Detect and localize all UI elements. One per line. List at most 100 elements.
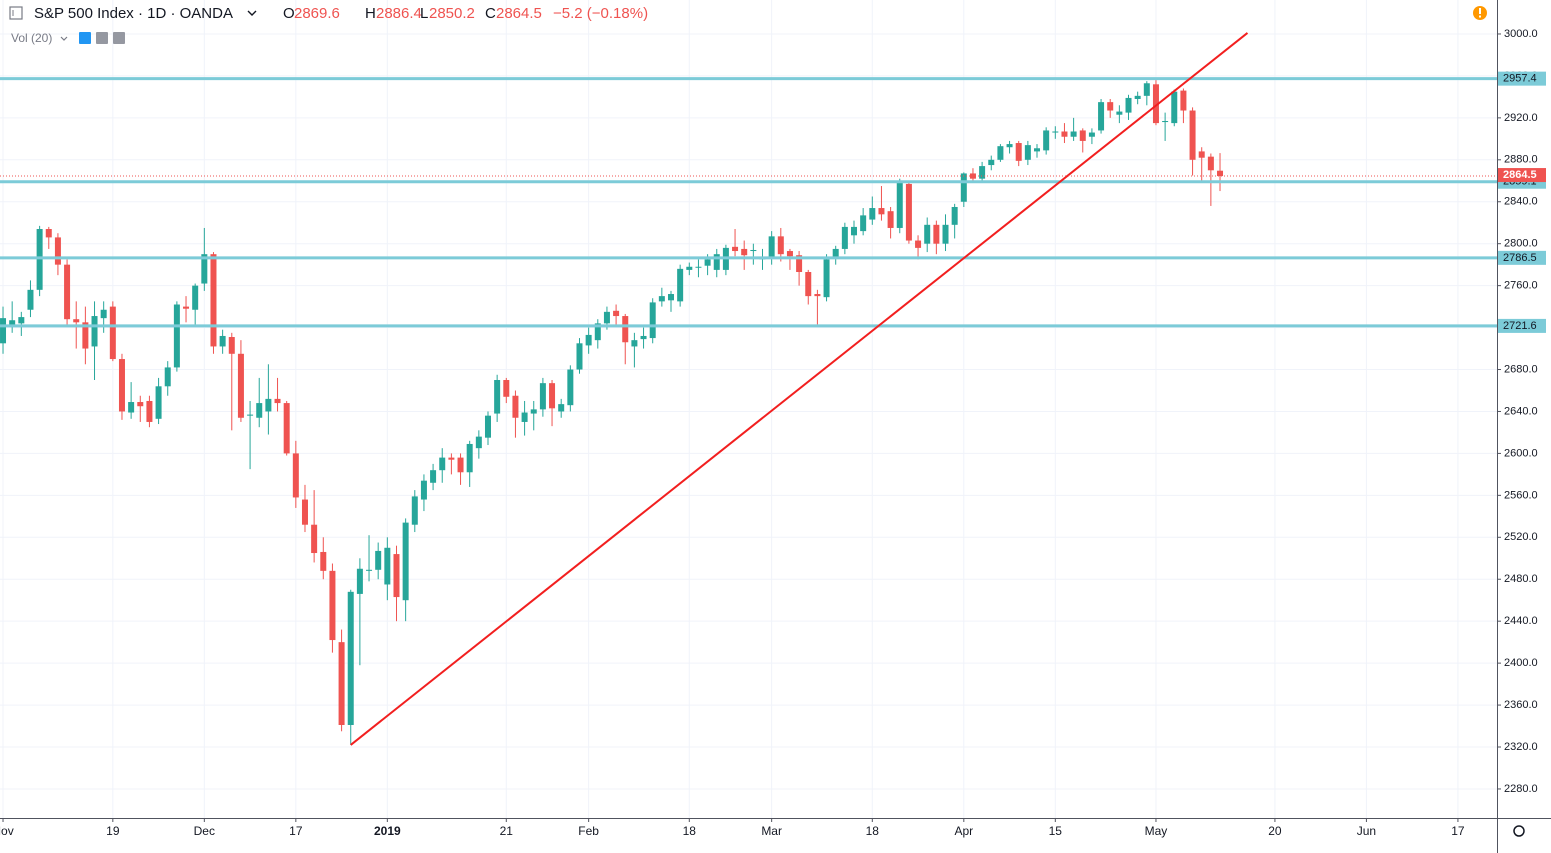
x-tick-label: 19 bbox=[106, 824, 120, 838]
candle-body bbox=[951, 206, 958, 225]
candle-body bbox=[1098, 102, 1105, 131]
candle-body bbox=[1152, 84, 1159, 124]
level-label: 2721.6 bbox=[1503, 320, 1537, 332]
candle-body bbox=[658, 296, 665, 302]
x-tick-label: 17 bbox=[289, 824, 303, 838]
y-tick-label: 2400.0 bbox=[1504, 657, 1538, 669]
y-tick-label: 3000.0 bbox=[1504, 28, 1538, 40]
candle-body bbox=[0, 318, 7, 344]
candle-body bbox=[292, 453, 299, 498]
x-tick-label: 18 bbox=[866, 824, 880, 838]
candle-body bbox=[521, 412, 528, 422]
candle-body bbox=[640, 335, 647, 340]
price-axis-bg bbox=[1497, 0, 1551, 853]
x-tick-label: 2019 bbox=[374, 824, 401, 838]
indicator-chevron[interactable] bbox=[60, 36, 68, 41]
x-tick-label: Dec bbox=[194, 824, 215, 838]
indicator-label[interactable]: Vol (20) bbox=[11, 31, 52, 45]
candle-body bbox=[741, 248, 748, 256]
candle-body bbox=[45, 229, 52, 238]
candle-body bbox=[1171, 91, 1178, 124]
collapse-icon[interactable] bbox=[9, 6, 23, 20]
candle-body bbox=[539, 383, 546, 410]
candle-body bbox=[704, 259, 711, 266]
candle-body bbox=[915, 240, 922, 248]
candle-body bbox=[887, 211, 894, 228]
candle-body bbox=[64, 264, 71, 320]
candle-body bbox=[100, 309, 107, 319]
candle-body bbox=[594, 323, 601, 341]
candle-body bbox=[649, 302, 656, 339]
candle-body bbox=[384, 547, 391, 585]
candle-body bbox=[265, 398, 272, 412]
y-tick-label: 2800.0 bbox=[1504, 238, 1538, 250]
candle-body bbox=[1043, 130, 1050, 151]
candle-body bbox=[869, 208, 876, 220]
candle-body bbox=[448, 457, 455, 460]
candle-body bbox=[338, 642, 345, 725]
ohlc-value: 2869.6 bbox=[294, 5, 340, 22]
candle-body bbox=[274, 398, 281, 404]
y-tick-label: 2680.0 bbox=[1504, 363, 1538, 375]
candle-body bbox=[860, 215, 867, 232]
candle-body bbox=[905, 183, 912, 241]
candle-body bbox=[9, 320, 16, 326]
candle-body bbox=[713, 254, 720, 270]
y-tick-label: 2840.0 bbox=[1504, 196, 1538, 208]
candle-body bbox=[1034, 148, 1041, 152]
candle-body bbox=[777, 236, 784, 255]
candle-body bbox=[283, 403, 290, 454]
settings-icon[interactable] bbox=[96, 32, 108, 44]
y-tick-label: 2760.0 bbox=[1504, 280, 1538, 292]
candle-body bbox=[256, 403, 263, 418]
candle-body bbox=[851, 226, 858, 236]
settings-gear[interactable] bbox=[1513, 825, 1525, 837]
change: −5.2 (−0.18%) bbox=[553, 5, 648, 22]
candle-body bbox=[1189, 110, 1196, 160]
remove-icon[interactable] bbox=[113, 32, 125, 44]
candle-body bbox=[677, 268, 684, 302]
hide-icon[interactable] bbox=[79, 32, 91, 44]
y-tick-label: 2520.0 bbox=[1504, 531, 1538, 543]
x-tick-label: Nov bbox=[0, 824, 14, 838]
candle-body bbox=[530, 409, 537, 414]
candle-body bbox=[768, 236, 775, 259]
plot bbox=[0, 32, 1497, 746]
candle-body bbox=[155, 386, 162, 419]
level-label: 2957.4 bbox=[1503, 73, 1537, 85]
candle-body bbox=[1143, 83, 1150, 96]
candle-body bbox=[613, 310, 620, 317]
y-tick-label: 2920.0 bbox=[1504, 112, 1538, 124]
symbol-title[interactable]: S&P 500 Index · 1D · OANDA bbox=[34, 5, 233, 22]
ohlc-label: C bbox=[485, 5, 496, 22]
y-tick-label: 2280.0 bbox=[1504, 783, 1538, 795]
candle-body bbox=[503, 380, 510, 397]
trend-line bbox=[350, 32, 1249, 746]
candle-body bbox=[979, 166, 986, 179]
candle-body bbox=[1162, 121, 1169, 123]
candle-body bbox=[475, 436, 482, 449]
level-label-bg bbox=[1498, 250, 1546, 265]
ohlc-value: 2850.2 bbox=[429, 5, 475, 22]
last-price-label: 2864.5 bbox=[1503, 169, 1537, 181]
x-tick-label: 18 bbox=[683, 824, 697, 838]
candle-body bbox=[1079, 130, 1086, 141]
candle-body bbox=[1134, 95, 1141, 99]
candle-body bbox=[430, 470, 437, 483]
x-tick-label: Jun bbox=[1357, 824, 1376, 838]
candle-body bbox=[137, 402, 144, 407]
candle-body bbox=[576, 343, 583, 370]
candle-body bbox=[109, 306, 116, 360]
candle-body bbox=[1207, 156, 1214, 171]
dropdown-chevron[interactable] bbox=[247, 10, 257, 16]
y-tick-label: 2480.0 bbox=[1504, 573, 1538, 585]
candle-body bbox=[82, 322, 89, 349]
candle-body bbox=[356, 568, 363, 594]
candle-body bbox=[439, 457, 446, 471]
axes: 2280.0 2320.0 2360.0 2400.0 2440.0 2480.0 2520… bbox=[0, 28, 1546, 838]
candle-body bbox=[118, 359, 125, 412]
alert-icon-bar bbox=[1479, 8, 1481, 14]
level-label: 2786.5 bbox=[1503, 252, 1537, 264]
candle-body bbox=[796, 255, 803, 273]
